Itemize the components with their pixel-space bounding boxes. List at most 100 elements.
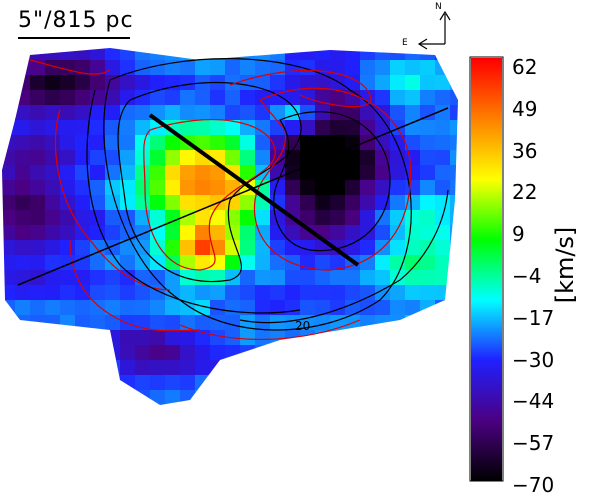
velocity-pixel bbox=[255, 255, 271, 271]
colorbar-segment bbox=[471, 468, 502, 471]
colorbar-segment bbox=[471, 200, 502, 203]
velocity-pixel bbox=[345, 390, 361, 405]
velocity-pixel bbox=[45, 180, 61, 196]
velocity-pixel bbox=[285, 225, 301, 241]
velocity-pixel bbox=[270, 285, 286, 301]
velocity-pixel bbox=[300, 75, 316, 91]
velocity-pixel bbox=[330, 330, 346, 346]
velocity-pixel bbox=[195, 345, 211, 361]
velocity-pixel bbox=[45, 90, 61, 106]
velocity-pixel bbox=[210, 345, 226, 361]
colorbar-segment bbox=[471, 388, 502, 391]
velocity-pixel bbox=[450, 285, 458, 301]
velocity-pixel bbox=[60, 48, 76, 61]
velocity-pixel bbox=[60, 270, 76, 286]
colorbar-segment bbox=[471, 474, 502, 477]
colorbar-tick-label: −17 bbox=[512, 305, 555, 330]
colorbar-segment bbox=[471, 108, 502, 111]
velocity-pixel bbox=[360, 48, 376, 61]
velocity-pixel bbox=[105, 300, 121, 316]
colorbar-segment bbox=[471, 336, 502, 339]
velocity-pixel bbox=[105, 330, 121, 346]
colorbar-segment bbox=[471, 314, 502, 317]
velocity-pixel bbox=[45, 375, 61, 391]
velocity-pixel bbox=[315, 255, 331, 271]
velocity-pixel bbox=[390, 330, 406, 346]
velocity-pixel bbox=[210, 225, 226, 241]
velocity-pixel bbox=[2, 195, 16, 211]
velocity-pixel bbox=[75, 165, 91, 181]
velocity-pixel bbox=[2, 75, 16, 91]
velocity-pixel bbox=[240, 375, 256, 391]
velocity-pixel bbox=[345, 345, 361, 361]
colorbar-segment bbox=[471, 316, 502, 319]
colorbar-segment bbox=[471, 452, 502, 455]
velocity-pixel bbox=[435, 195, 451, 211]
velocity-pixel bbox=[135, 390, 151, 405]
colorbar-segment bbox=[471, 190, 502, 193]
velocity-pixel bbox=[180, 105, 196, 121]
velocity-pixel bbox=[105, 210, 121, 226]
velocity-pixel bbox=[225, 360, 241, 376]
colorbar-segment bbox=[471, 180, 502, 183]
velocity-pixel bbox=[435, 90, 451, 106]
velocity-pixel bbox=[435, 165, 451, 181]
velocity-pixel bbox=[255, 225, 271, 241]
colorbar-segment bbox=[471, 136, 502, 139]
colorbar-segment bbox=[471, 222, 502, 225]
velocity-map: 20 bbox=[2, 10, 504, 482]
velocity-pixel bbox=[315, 195, 331, 211]
colorbar-segment bbox=[471, 146, 502, 149]
velocity-pixel bbox=[135, 90, 151, 106]
velocity-pixel bbox=[435, 210, 451, 226]
compass-east-label: E bbox=[402, 38, 408, 48]
velocity-pixel bbox=[315, 375, 331, 391]
velocity-pixel bbox=[405, 240, 421, 256]
velocity-pixel bbox=[315, 48, 331, 61]
velocity-pixel bbox=[75, 60, 91, 76]
velocity-pixel bbox=[300, 390, 316, 405]
velocity-pixel bbox=[390, 285, 406, 301]
velocity-pixel bbox=[360, 360, 376, 376]
colorbar-segment bbox=[471, 312, 502, 315]
velocity-pixel bbox=[105, 345, 121, 361]
velocity-pixel bbox=[135, 225, 151, 241]
velocity-pixel bbox=[285, 375, 301, 391]
velocity-pixel bbox=[195, 210, 211, 226]
velocity-pixel bbox=[45, 195, 61, 211]
velocity-pixel bbox=[90, 150, 106, 166]
velocity-pixel bbox=[270, 90, 286, 106]
velocity-pixel bbox=[255, 285, 271, 301]
velocity-pixel bbox=[165, 375, 181, 391]
velocity-pixel bbox=[405, 360, 421, 376]
velocity-pixel bbox=[360, 105, 376, 121]
velocity-pixel bbox=[330, 120, 346, 136]
velocity-pixel bbox=[360, 120, 376, 136]
velocity-pixel bbox=[240, 255, 256, 271]
velocity-pixel bbox=[285, 48, 301, 61]
velocity-pixel bbox=[240, 315, 256, 331]
velocity-pixel bbox=[150, 345, 166, 361]
velocity-pixel bbox=[45, 48, 61, 61]
velocity-pixel bbox=[2, 210, 16, 226]
velocity-pixel bbox=[15, 48, 31, 61]
colorbar-segment bbox=[471, 400, 502, 403]
velocity-pixel bbox=[45, 165, 61, 181]
velocity-pixel bbox=[285, 75, 301, 91]
velocity-pixel bbox=[75, 120, 91, 136]
velocity-pixel bbox=[90, 345, 106, 361]
colorbar-segment bbox=[471, 420, 502, 423]
velocity-pixel bbox=[120, 240, 136, 256]
velocity-pixel bbox=[420, 360, 436, 376]
colorbar-tick-label: 9 bbox=[512, 222, 525, 247]
colorbar-segment bbox=[471, 88, 502, 91]
velocity-pixel bbox=[255, 270, 271, 286]
velocity-pixel bbox=[450, 180, 458, 196]
velocity-pixel bbox=[195, 180, 211, 196]
velocity-pixel bbox=[390, 390, 406, 405]
velocity-pixel bbox=[60, 75, 76, 91]
velocity-pixel bbox=[150, 75, 166, 91]
velocity-pixel bbox=[435, 225, 451, 241]
colorbar-segment bbox=[471, 98, 502, 101]
velocity-pixel bbox=[315, 270, 331, 286]
